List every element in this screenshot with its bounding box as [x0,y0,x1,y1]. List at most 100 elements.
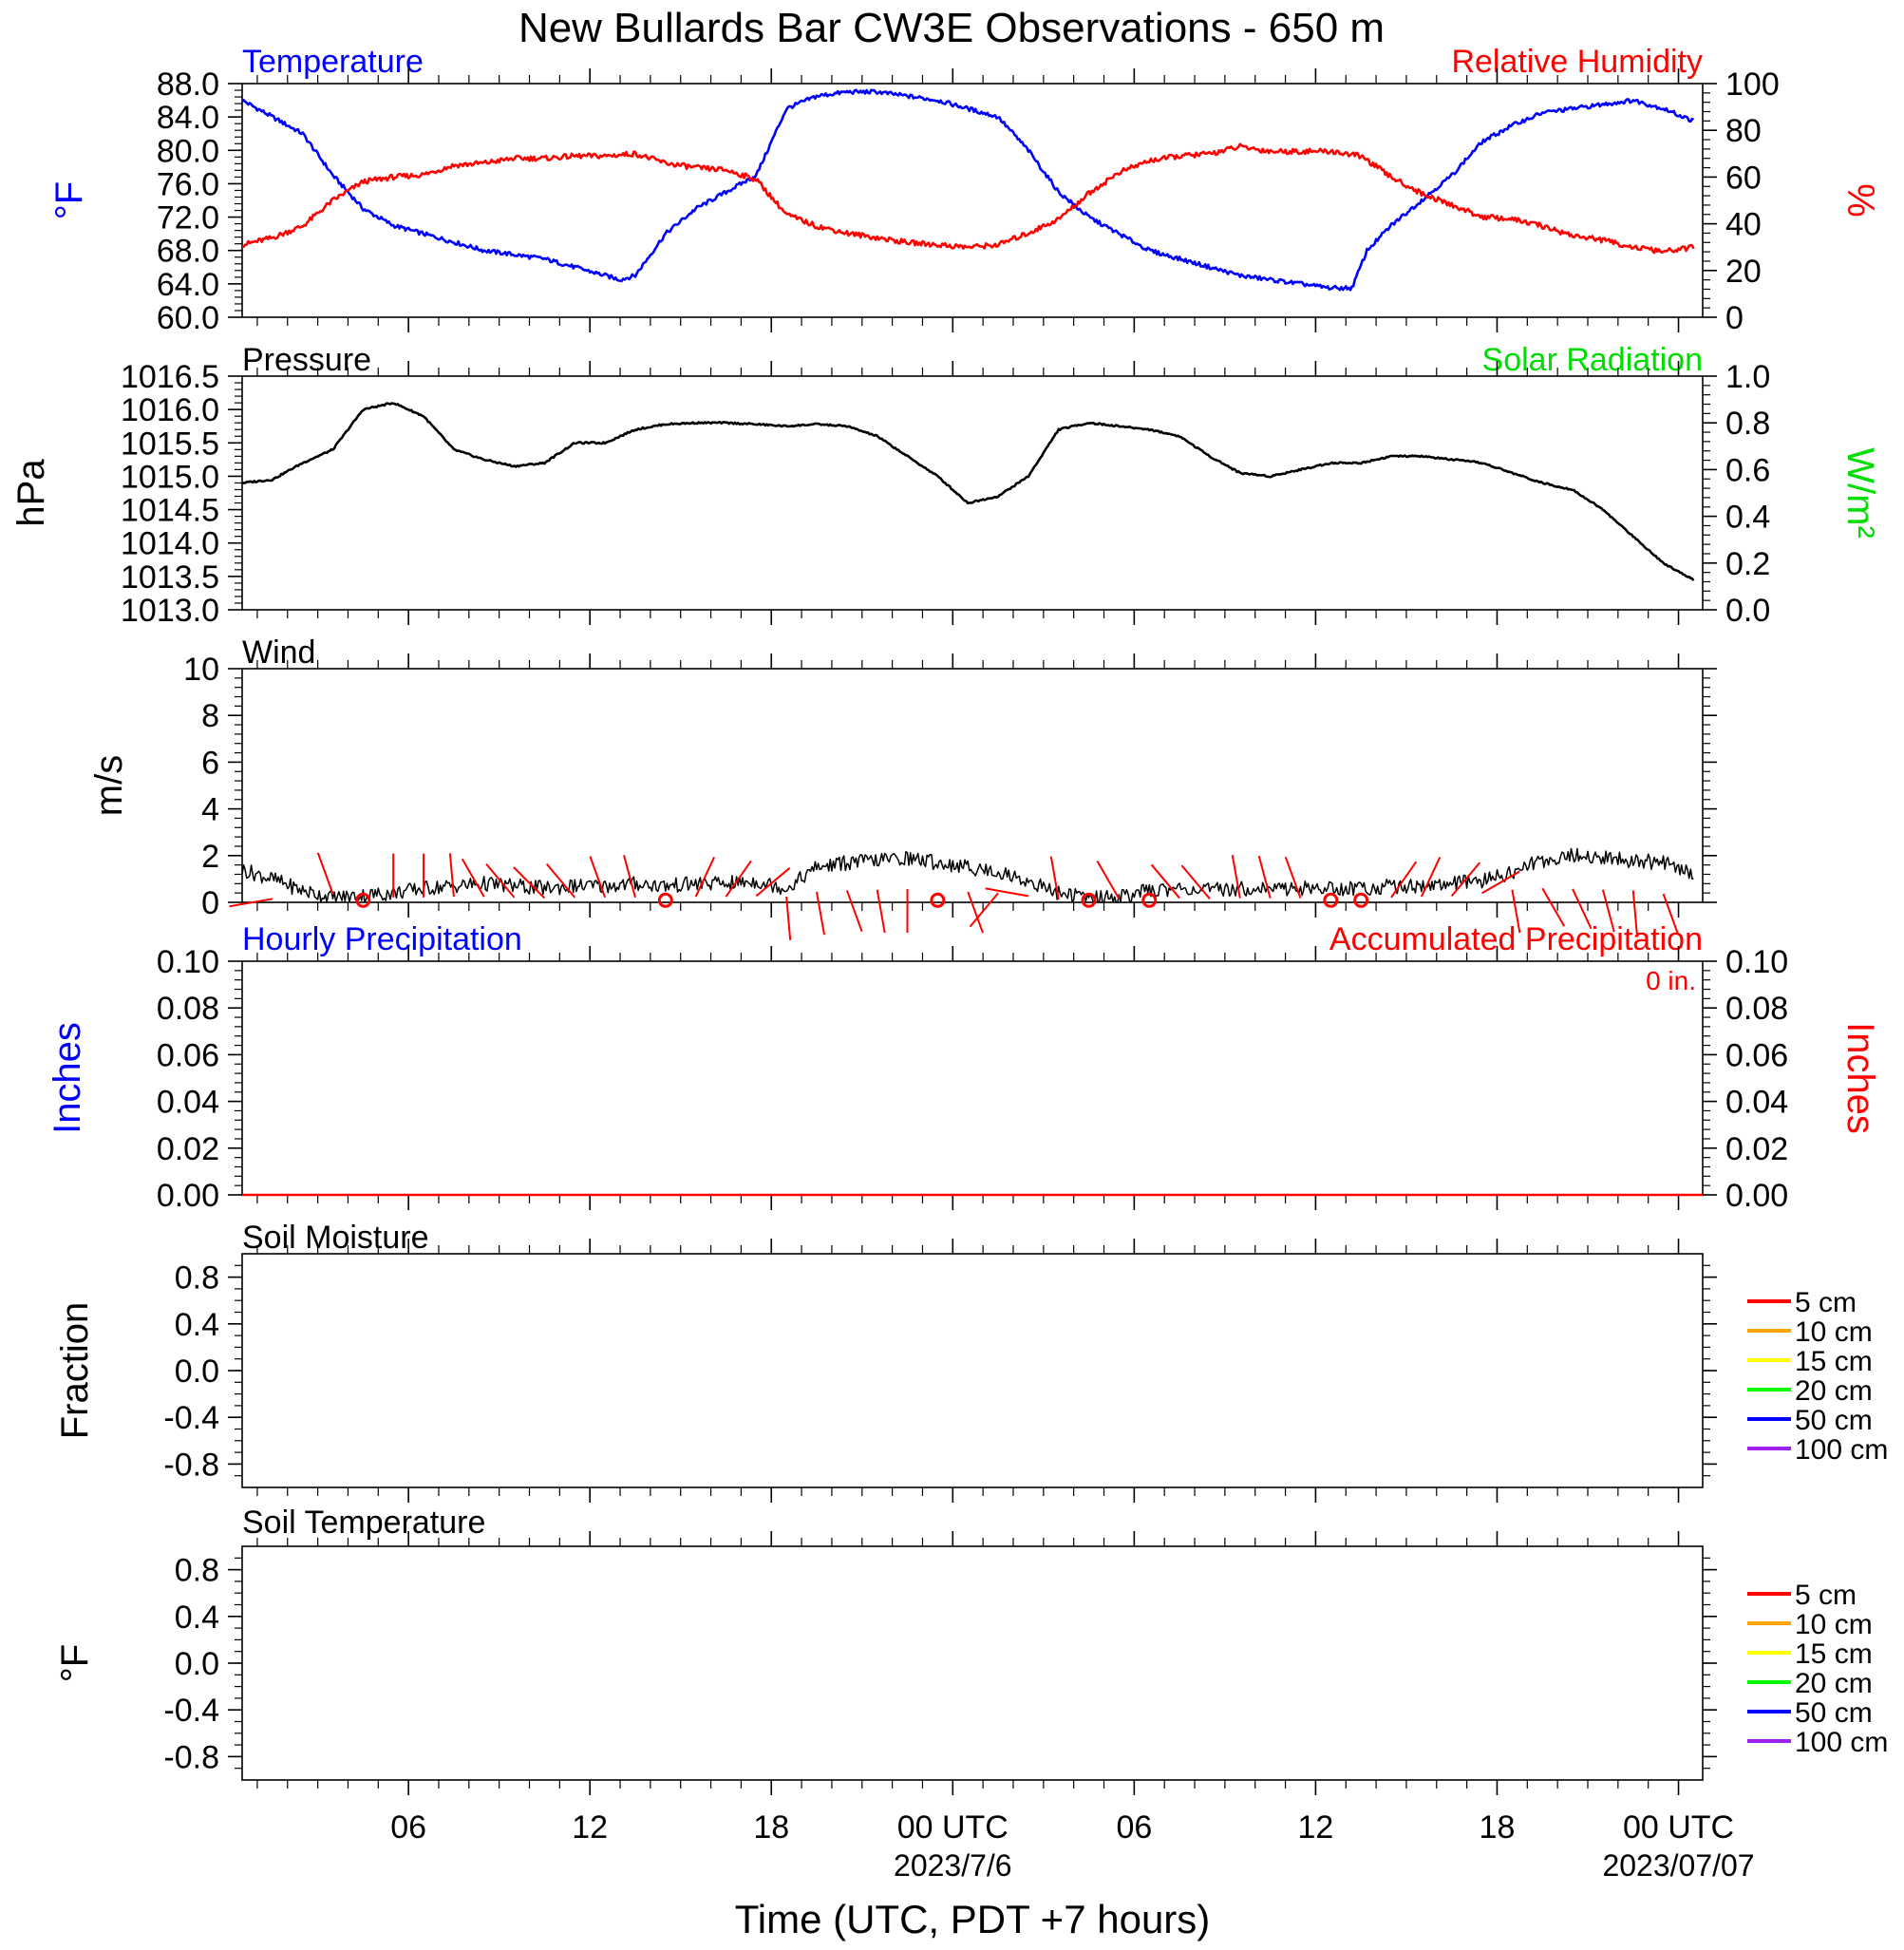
y-tick-label: 40 [1725,207,1762,243]
y-tick-label: 0.08 [1725,991,1788,1027]
figure-title: New Bullards Bar CW3E Observations - 650… [518,5,1385,51]
panel-frame-temperature-humidity [241,83,1704,318]
legend-label: 20 cm [1795,1668,1873,1699]
wind-barb [589,856,607,899]
wind-barb [1284,856,1302,899]
wind-barb [969,892,999,928]
legend-label: 100 cm [1795,1434,1888,1466]
x-tick-label: 12 [572,1809,608,1846]
y-tick-label: 0.10 [1725,944,1788,980]
y-tick-label: 0.10 [157,944,219,980]
wind-barb [1541,887,1566,927]
y-tick-label: 0 [201,885,219,921]
y-tick-label: 84.0 [157,100,219,136]
y-tick-label: 0.04 [1725,1085,1788,1121]
y-tick-label: 4 [201,792,219,828]
wind-axis-label: m/s [88,755,130,816]
y-tick-label: 0.8 [1725,406,1770,442]
y-tick-label: -0.4 [163,1693,219,1729]
legend-label: 20 cm [1795,1375,1873,1407]
wind-barb [485,862,516,899]
wind-barb [845,890,863,933]
temperature-axis-label: °F [48,181,90,219]
wind-barb [229,898,273,908]
y-tick-label: 0.0 [175,1354,219,1390]
y-tick-label: 8 [201,698,219,734]
y-tick-label: 1014.0 [121,526,219,562]
y-tick-label: 64.0 [157,267,219,303]
y-tick-label: 0.4 [1725,500,1770,536]
y-tick-label: 1.0 [1725,359,1770,395]
y-tick-label: 0.2 [1725,546,1770,582]
y-tick-label: 1013.0 [121,593,219,629]
y-tick-label: 1016.0 [121,392,219,428]
wind-barb [985,887,1029,898]
x-tick-label: 12 [1298,1809,1334,1846]
y-tick-label: 0.00 [157,1178,219,1214]
y-tick-label: 60.0 [157,300,219,336]
wind-barb [623,855,636,899]
wind-barb [1096,860,1121,899]
wind-barb [785,897,792,940]
y-tick-label: 2 [201,839,219,875]
y-tick-label: 80 [1725,113,1762,149]
y-tick-label: 20 [1725,254,1762,290]
wind-barb [967,891,984,934]
wind-barb-calm [355,892,371,908]
y-tick-label: 0.0 [175,1646,219,1682]
y-tick-label: -0.8 [163,1739,219,1775]
wind-barb [545,862,576,899]
wind-barb [1511,889,1521,934]
wind-barb-calm [1081,892,1097,908]
wind-barb [1390,861,1418,899]
humidity-axis-label: % [1839,183,1881,218]
y-tick-label: -0.8 [163,1447,219,1483]
wind-barb [1049,856,1060,900]
y-tick-label: 6 [201,745,219,781]
wind-barb [816,891,825,936]
y-tick-label: 1016.5 [121,359,219,395]
pressure-panel-title: Pressure [242,342,371,378]
y-tick-label: 0.08 [157,991,219,1027]
x-tick-label: 00 UTC [897,1809,1009,1846]
panel-frame-soil-temperature [241,1545,1704,1781]
x-date-label: 2023/7/6 [894,1848,1012,1883]
wind-barb [1150,863,1180,899]
legend-label: 15 cm [1795,1346,1873,1377]
y-tick-label: 0.6 [1725,452,1770,488]
y-tick-label: -0.4 [163,1400,219,1436]
x-tick-label: 18 [1480,1809,1516,1846]
wind-barb [448,853,455,898]
x-date-label: 2023/07/07 [1602,1848,1754,1883]
y-tick-label: 0.8 [175,1553,219,1589]
y-tick-label: 0 [1725,300,1744,336]
accum-precip-panel-title: Accumulated Precipitation [1329,921,1703,957]
wind-barb [1450,861,1481,898]
wind-barb [1231,855,1241,899]
legend-label: 50 cm [1795,1405,1873,1436]
legend-label: 10 cm [1795,1609,1873,1640]
y-tick-label: 0.06 [1725,1037,1788,1073]
legend-label: 5 cm [1795,1287,1857,1318]
soil-moisture-panel-title: Soil Moisture [242,1220,429,1256]
series-relative-humidity [241,142,1695,255]
wind-barb [1481,870,1520,895]
wind-barb-calm [1353,892,1369,908]
axis-ticks: 60.064.068.072.076.080.084.088.002040608… [121,66,1788,1795]
legend-label: 15 cm [1795,1638,1873,1670]
panel-frame-soil-moisture [241,1253,1704,1488]
wind-barb [1631,890,1638,935]
wind-barb [1601,889,1615,933]
y-tick-label: 68.0 [157,234,219,270]
y-tick-label: 0.8 [175,1260,219,1297]
humidity-panel-title: Relative Humidity [1451,44,1703,80]
temperature-panel-title: Temperature [242,44,424,80]
wind-barb [725,860,752,898]
soil-moisture-axis-label: Fraction [54,1302,96,1440]
series-pressure [241,402,1695,581]
wind-barbs [229,852,1680,940]
wind-barb-calm [657,892,673,908]
wind-panel-title: Wind [242,634,315,671]
series-temperature [241,88,1695,292]
